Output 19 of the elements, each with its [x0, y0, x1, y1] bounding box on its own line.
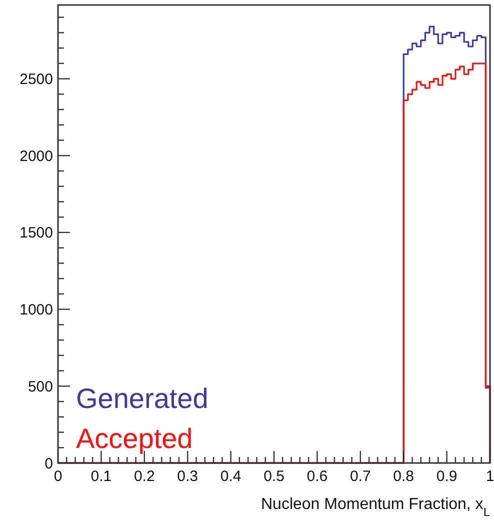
x-tick-label: 0.3	[177, 468, 198, 485]
x-tick-label: 0.4	[220, 468, 242, 485]
x-tick-label: 0.7	[350, 468, 371, 485]
x-tick-label: 0.2	[134, 468, 155, 485]
x-tick-label: 0.8	[393, 468, 414, 485]
x-tick-label: 0.9	[436, 468, 458, 485]
x-tick-label: 0.5	[264, 468, 284, 485]
x-axis-title: Nucleon Momentum Fraction, x$_{L}$	[261, 496, 490, 519]
y-tick-label: 1000	[20, 302, 53, 319]
y-tick-label: 2500	[20, 71, 53, 88]
series-label: Generated	[76, 382, 208, 414]
x-tick-label: 0.1	[90, 468, 112, 485]
x-tick-label: 0.6	[306, 468, 328, 485]
y-tick-label: 2000	[20, 148, 53, 165]
y-tick-label: 1500	[20, 224, 53, 242]
series-label: Accepted	[76, 422, 193, 454]
y-tick-label: 0	[44, 455, 53, 472]
x-tick-label: 1	[486, 468, 494, 485]
y-tick-label: 500	[28, 378, 53, 396]
